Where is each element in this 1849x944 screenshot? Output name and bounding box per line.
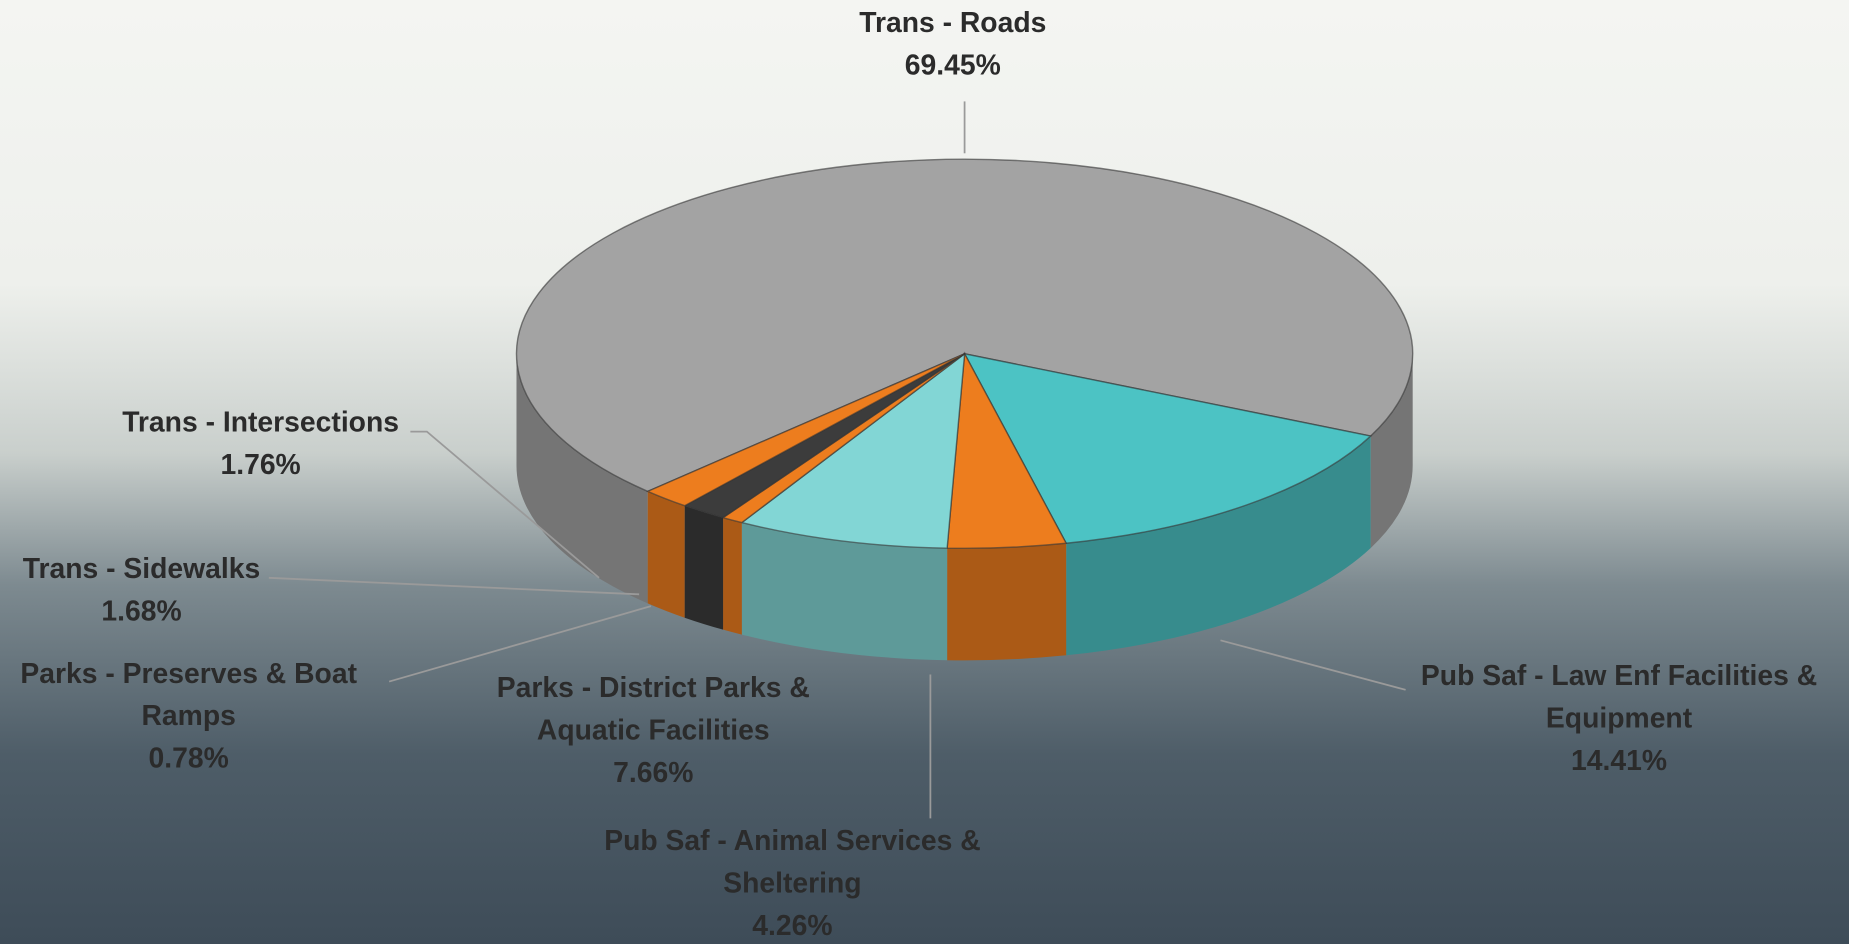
- data-label: Parks - Preserves & Boat Ramps 0.78%: [0, 653, 383, 780]
- slice-side: [685, 506, 723, 630]
- leader-line: [269, 578, 639, 595]
- value-label: 4.26%: [568, 906, 1016, 944]
- page: Trans - Roads 69.45% Pub Saf - Law Enf Fac…: [0, 0, 1849, 944]
- chart-area: Trans - Roads 69.45% Pub Saf - Law Enf Fac…: [0, 0, 1849, 944]
- value-label: 0.78%: [0, 738, 383, 780]
- category-label: Trans - Roads: [859, 7, 1046, 39]
- value-label: 1.68%: [0, 591, 289, 633]
- category-label: Trans - Sidewalks: [23, 553, 261, 585]
- slice-side: [648, 491, 685, 617]
- category-label: Pub Saf - Law Enf Facilities & Equipment: [1421, 660, 1817, 734]
- value-label: 7.66%: [482, 752, 824, 794]
- category-label: Parks - District Parks & Aquatic Facilit…: [497, 672, 810, 746]
- value-label: 14.41%: [1395, 741, 1843, 783]
- category-label: Parks - Preserves & Boat Ramps: [20, 658, 357, 732]
- value-label: 69.45%: [764, 45, 1141, 87]
- data-label: Pub Saf - Animal Services & Sheltering 4.…: [568, 821, 1016, 944]
- category-label: Pub Saf - Animal Services & Sheltering: [604, 825, 980, 899]
- slice-side: [723, 518, 742, 635]
- slice-side: [947, 543, 1066, 660]
- leader-line: [1220, 640, 1405, 690]
- data-label: Trans - Sidewalks 1.68%: [0, 548, 289, 633]
- data-label: Trans - Roads 69.45%: [764, 2, 1141, 87]
- data-label: Trans - Intersections 1.76%: [84, 402, 438, 487]
- category-label: Trans - Intersections: [122, 407, 399, 439]
- data-label: Parks - District Parks & Aquatic Facilit…: [482, 667, 824, 794]
- value-label: 1.76%: [84, 445, 438, 487]
- data-label: Pub Saf - Law Enf Facilities & Equipment…: [1395, 656, 1843, 783]
